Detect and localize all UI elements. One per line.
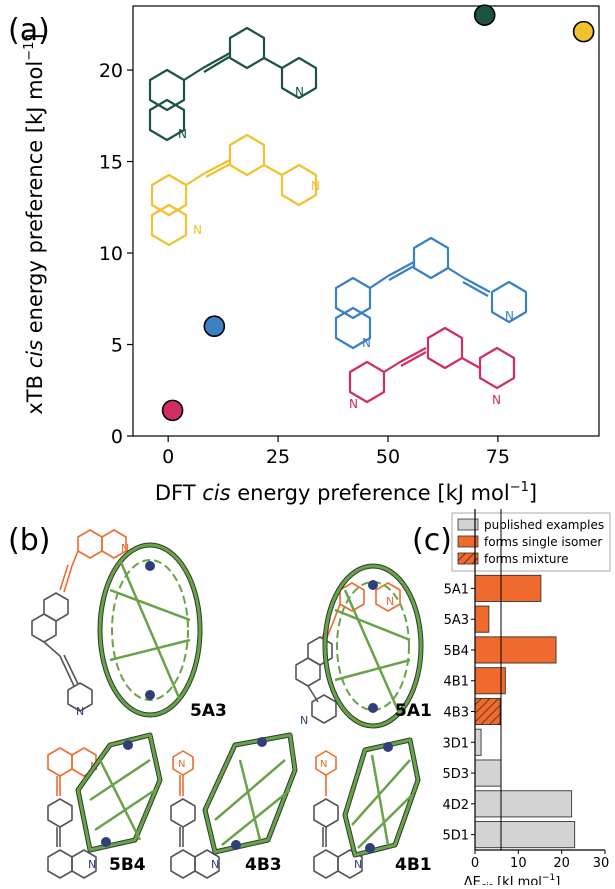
scatter-x-axis-title: DFT cis energy preference [kJ mol−1] xyxy=(155,480,537,505)
y-tick-label: 15 xyxy=(99,152,123,174)
scatter-point xyxy=(572,20,595,43)
x-tick-label: 0 xyxy=(162,446,174,468)
bar-legend: published examples forms single isomer f… xyxy=(451,512,611,572)
scatter-points xyxy=(161,4,595,422)
n-label-green-2: N xyxy=(178,127,187,141)
n-label-crimson-1: N xyxy=(349,397,358,411)
y-tick-label: 5 xyxy=(111,335,123,357)
cage-label-4b1: 4B1 xyxy=(395,855,432,875)
bar-x-tick-label: 20 xyxy=(553,856,570,871)
bar xyxy=(474,574,542,602)
molecule-dark-green: N N xyxy=(148,26,318,142)
y-tick-label: 20 xyxy=(99,60,123,82)
scatter-point xyxy=(203,315,226,338)
bar xyxy=(474,697,501,726)
molecule-crimson: N N xyxy=(348,326,516,411)
scatter-y-axis-title: xTB cis energy preference [kJ mol−1] xyxy=(22,33,47,414)
ligand-n-label-8: N xyxy=(211,858,219,871)
ligand-4b3: N N xyxy=(170,750,220,879)
ligand-n-label-1: N xyxy=(121,542,129,555)
bar-category-label: 3D1 xyxy=(442,736,469,751)
legend-swatch-mixture xyxy=(457,552,479,565)
legend-swatch-published xyxy=(457,518,479,531)
cage-label-5a1: 5A1 xyxy=(395,701,432,721)
cage-5a1 xyxy=(322,563,424,729)
bar-ticks: 0 10 20 30 xyxy=(471,850,609,871)
bar-x-tick-label: 30 xyxy=(593,856,610,871)
molecule-blue: N N xyxy=(334,236,528,350)
ligand-n-label-7: N xyxy=(178,759,185,770)
legend-label-mixture: forms mixture xyxy=(484,552,569,566)
bar-category-label: 4B3 xyxy=(444,706,469,721)
ligand-n-label-2: N xyxy=(76,705,84,718)
legend-label-published: published examples xyxy=(484,518,604,532)
bar xyxy=(474,636,557,664)
ligand-5a1: N N xyxy=(295,582,401,727)
bar xyxy=(474,790,573,818)
bar-chart: published examples forms single isomer f… xyxy=(442,509,611,889)
ligand-n-label-10: N xyxy=(354,858,362,871)
cage-label-5a3: 5A3 xyxy=(190,701,227,721)
scatter-chart: 0 25 50 75 0 5 10 15 20 N N N N xyxy=(22,4,600,505)
bar-category-label: 5B4 xyxy=(444,644,469,659)
bar xyxy=(474,605,490,633)
bar-category-label: 5A1 xyxy=(444,582,469,597)
n-label-blue-2: N xyxy=(362,336,371,350)
ligand-5b4: N N xyxy=(47,747,98,879)
bar xyxy=(474,728,482,756)
bar-category-label: 5D3 xyxy=(442,767,469,782)
cage-label-4b3: 4B3 xyxy=(245,855,282,875)
x-tick-label: 50 xyxy=(376,446,400,468)
scatter-plot-frame xyxy=(132,5,600,437)
panel-label-c: (c) xyxy=(412,523,452,558)
bar xyxy=(474,821,576,849)
x-tick-label: 75 xyxy=(486,446,510,468)
n-label-yellow-2: N xyxy=(193,223,202,237)
x-tick-label: 25 xyxy=(266,446,290,468)
y-tick-label: 0 xyxy=(111,426,123,448)
cage-4b1 xyxy=(342,737,421,858)
bars: 5A1 5A3 5B4 4B1 4B3 3D1 5D3 4D2 5D1 xyxy=(442,509,605,851)
ligand-n-label-6: N xyxy=(88,858,96,871)
n-label-blue-1: N xyxy=(505,309,514,323)
ligand-n-label-3: N xyxy=(386,595,394,608)
bar-x-axis-title: ΔEcis [kJ mol−1] xyxy=(464,873,561,885)
bar-x-tick-label: 10 xyxy=(510,856,527,871)
ligand-n-label-4: N xyxy=(300,714,308,727)
legend-swatch-single xyxy=(457,535,479,548)
bar-category-label: 5A3 xyxy=(444,613,469,628)
n-label-yellow-1: N xyxy=(311,179,320,193)
scatter-point xyxy=(161,399,184,422)
bar-category-label: 4D2 xyxy=(442,798,469,813)
y-tick-label: 10 xyxy=(99,243,123,265)
legend-label-single: forms single isomer xyxy=(484,535,602,549)
n-label-crimson-2: N xyxy=(492,393,501,407)
bar-x-tick-label: 0 xyxy=(471,856,479,871)
panel-label-a: (a) xyxy=(8,13,50,48)
cage-4b3 xyxy=(202,732,298,855)
bar-category-label: 5D1 xyxy=(442,829,469,844)
cage-label-5b4: 5B4 xyxy=(109,855,146,875)
ligand-5a3: N N xyxy=(31,529,129,718)
bar xyxy=(474,759,502,787)
scatter-ticks: 0 25 50 75 0 5 10 15 20 xyxy=(99,60,510,468)
molecule-yellow: N N xyxy=(150,133,320,247)
bar-category-label: 4B1 xyxy=(444,675,469,690)
n-label-green-1: N xyxy=(295,85,304,99)
panel-label-b: (b) xyxy=(8,523,50,558)
cage-5a3 xyxy=(97,542,203,718)
scatter-point xyxy=(473,4,496,26)
ligand-4b1: N N xyxy=(313,750,363,879)
ligand-n-label-9: N xyxy=(320,759,327,770)
cage-5b4 xyxy=(75,732,163,853)
